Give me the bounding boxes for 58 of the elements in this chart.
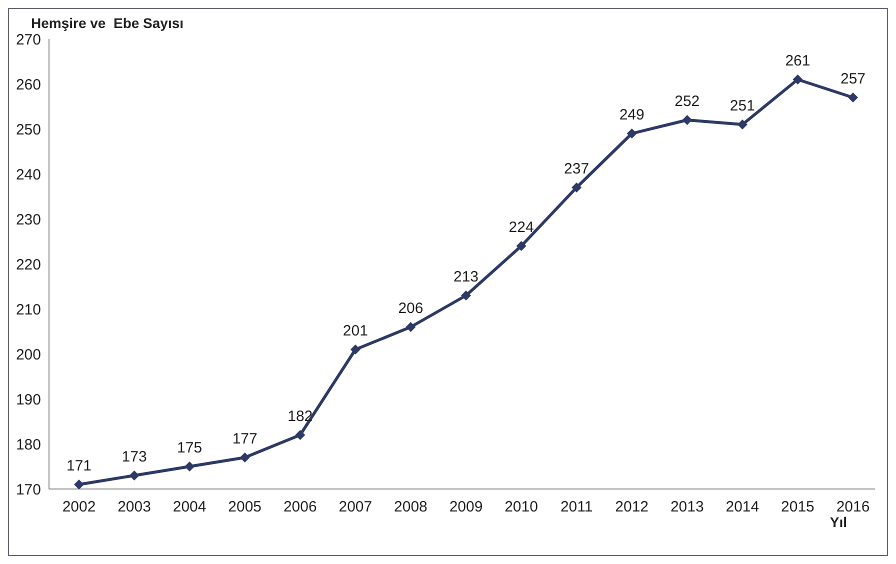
y-tick-label: 220 — [16, 256, 41, 274]
x-tick-label: 2006 — [283, 498, 317, 516]
x-tick-label: 2002 — [62, 498, 96, 516]
point — [516, 241, 526, 251]
point — [848, 92, 858, 102]
x-tick-label: 2011 — [560, 498, 593, 516]
point — [350, 344, 360, 354]
x-tick-label: 2003 — [118, 498, 151, 516]
y-tick-label: 200 — [16, 346, 41, 364]
data-label: 213 — [453, 268, 479, 286]
point — [240, 452, 250, 462]
x-tick-label: 2014 — [726, 498, 760, 516]
point — [74, 480, 84, 489]
data-label: 182 — [288, 408, 313, 425]
data-label: 206 — [398, 300, 424, 317]
x-axis-title: Yıl — [830, 514, 847, 530]
x-tick-label: 2007 — [338, 498, 372, 516]
x-tick-label: 2012 — [615, 498, 649, 516]
y-tick-label: 170 — [16, 481, 41, 498]
point — [129, 470, 140, 480]
data-label: 261 — [785, 52, 810, 70]
data-label: 173 — [122, 448, 147, 466]
y-tick-label: 270 — [16, 31, 41, 48]
point — [295, 430, 306, 440]
data-label: 201 — [342, 322, 368, 340]
y-tick-label: 260 — [16, 76, 41, 94]
point — [461, 290, 471, 300]
y-axis-title: Hemşire ve Ebe Sayısı — [31, 15, 184, 31]
data-label: 171 — [66, 458, 92, 474]
point — [626, 128, 637, 138]
y-tick-label: 240 — [16, 166, 41, 184]
data-label: 249 — [619, 106, 644, 124]
x-tick-label: 2004 — [172, 498, 206, 516]
data-label: 252 — [674, 93, 700, 110]
point — [792, 74, 803, 84]
y-tick-label: 230 — [16, 211, 41, 228]
x-tick-label: 2010 — [504, 498, 538, 516]
point — [572, 182, 582, 192]
x-tick-label: 2008 — [394, 498, 428, 516]
data-label: 224 — [508, 219, 534, 236]
y-tick-label: 250 — [16, 121, 41, 138]
point — [737, 120, 748, 130]
data-label: 257 — [840, 70, 866, 88]
x-tick-label: 2013 — [670, 498, 704, 516]
y-tick-label: 210 — [16, 301, 41, 318]
y-tick-label: 180 — [16, 436, 41, 454]
x-tick-label: 2015 — [781, 498, 814, 516]
y-tick-label: 190 — [16, 391, 41, 408]
data-label: 175 — [177, 440, 202, 456]
x-tick-label: 2005 — [228, 498, 262, 516]
point — [682, 115, 692, 125]
data-label: 177 — [232, 430, 258, 448]
x-tick-label: 2009 — [449, 498, 483, 516]
data-label: 251 — [730, 98, 755, 114]
data-label: 237 — [564, 160, 590, 178]
x-tick-label: 2016 — [836, 498, 870, 516]
point — [406, 322, 416, 332]
point — [184, 462, 195, 472]
